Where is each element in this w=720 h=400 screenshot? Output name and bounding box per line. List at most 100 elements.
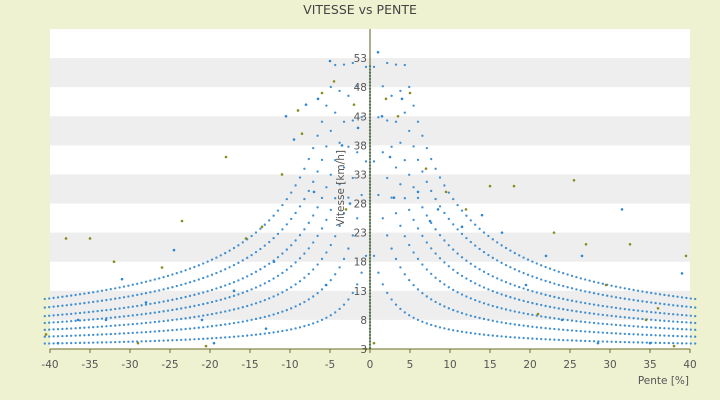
scatter-point xyxy=(118,315,121,319)
scatter-point xyxy=(694,297,697,301)
scatter-point xyxy=(118,286,121,289)
scatter-point xyxy=(210,325,214,328)
scatter-point xyxy=(386,119,389,122)
scatter-point xyxy=(469,331,472,335)
y-tick-label: 8 xyxy=(360,315,367,327)
scatter-point xyxy=(118,307,121,310)
scatter-point xyxy=(219,285,222,289)
scatter-point xyxy=(259,284,262,287)
scatter-point xyxy=(460,330,464,333)
scatter-point xyxy=(215,324,218,327)
scatter-point xyxy=(351,119,354,122)
scatter-point xyxy=(650,318,653,321)
scatter-point xyxy=(210,300,214,304)
x-tick-label: 35 xyxy=(643,359,656,371)
scatter-point xyxy=(281,329,284,333)
scatter-point xyxy=(654,334,657,337)
scatter-point xyxy=(610,331,613,335)
scatter-point xyxy=(294,305,297,308)
scatter-point xyxy=(263,223,266,226)
scatter-point xyxy=(416,227,420,230)
scatter-point xyxy=(512,184,516,188)
scatter-point xyxy=(377,193,380,197)
scatter-point xyxy=(650,301,653,304)
scatter-point xyxy=(316,206,319,209)
scatter-point xyxy=(544,304,547,308)
scatter-point xyxy=(268,262,271,265)
x-tick-label: -5 xyxy=(325,359,335,371)
scatter-point xyxy=(329,208,332,212)
scatter-point xyxy=(575,339,578,342)
scatter-point xyxy=(504,335,508,338)
scatter-point xyxy=(193,265,196,269)
scatter-point xyxy=(566,339,569,342)
scatter-point xyxy=(416,318,420,322)
scatter-point xyxy=(272,236,275,240)
scatter-point xyxy=(416,257,420,261)
scatter-point xyxy=(224,310,227,313)
scatter-point xyxy=(61,327,64,331)
y-tick-label: 43 xyxy=(354,111,367,123)
scatter-point xyxy=(544,265,547,269)
scatter-point xyxy=(447,244,450,247)
scatter-point xyxy=(246,319,249,322)
scatter-point xyxy=(316,170,319,173)
scatter-point xyxy=(140,304,143,307)
scatter-point xyxy=(88,237,92,240)
scatter-point xyxy=(658,319,662,322)
scatter-point xyxy=(56,320,60,324)
scatter-point xyxy=(500,293,503,296)
scatter-point xyxy=(193,304,196,308)
scatter-point xyxy=(237,279,240,282)
scatter-point xyxy=(623,297,626,300)
scatter-point xyxy=(535,276,538,280)
scatter-point xyxy=(513,310,516,313)
scatter-point xyxy=(320,257,324,261)
scatter-point xyxy=(685,321,688,324)
scatter-point xyxy=(575,300,578,303)
scatter-point xyxy=(535,302,538,306)
scatter-point xyxy=(52,335,55,338)
scatter-point xyxy=(570,339,574,342)
scatter-point xyxy=(197,315,200,318)
scatter-point xyxy=(680,342,684,345)
scatter-point xyxy=(171,329,174,332)
scatter-point xyxy=(575,275,578,279)
scatter-point xyxy=(482,333,486,336)
scatter-point xyxy=(153,339,156,343)
scatter-point xyxy=(276,232,280,236)
scatter-point xyxy=(614,296,618,299)
scatter-point xyxy=(56,305,60,308)
scatter-point xyxy=(136,322,139,325)
scatter-point xyxy=(557,307,560,310)
scatter-point xyxy=(342,166,346,169)
scatter-point xyxy=(650,310,653,314)
scatter-point xyxy=(356,85,359,88)
scatter-point xyxy=(219,270,222,273)
scatter-point xyxy=(636,317,640,320)
scatter-point xyxy=(658,334,662,337)
scatter-point xyxy=(685,328,688,331)
scatter-point xyxy=(663,312,666,315)
scatter-point xyxy=(619,286,622,289)
scatter-point xyxy=(513,297,516,300)
scatter-point xyxy=(122,315,126,318)
scatter-point xyxy=(443,327,446,330)
scatter-point xyxy=(131,340,134,343)
scatter-point xyxy=(399,266,402,269)
x-tick-label: -10 xyxy=(281,359,298,371)
scatter-point xyxy=(162,300,165,303)
scatter-point xyxy=(408,173,411,176)
scatter-point xyxy=(566,298,569,301)
scatter-point xyxy=(272,313,275,316)
scatter-point xyxy=(636,289,640,292)
scatter-point xyxy=(241,334,244,338)
scatter-point xyxy=(500,335,503,338)
scatter-point xyxy=(531,290,534,293)
scatter-point xyxy=(425,295,428,298)
scatter-point xyxy=(579,289,582,292)
scatter-point xyxy=(685,314,688,317)
scatter-point xyxy=(254,333,258,336)
scatter-point xyxy=(228,322,231,325)
scatter-point xyxy=(491,238,494,241)
